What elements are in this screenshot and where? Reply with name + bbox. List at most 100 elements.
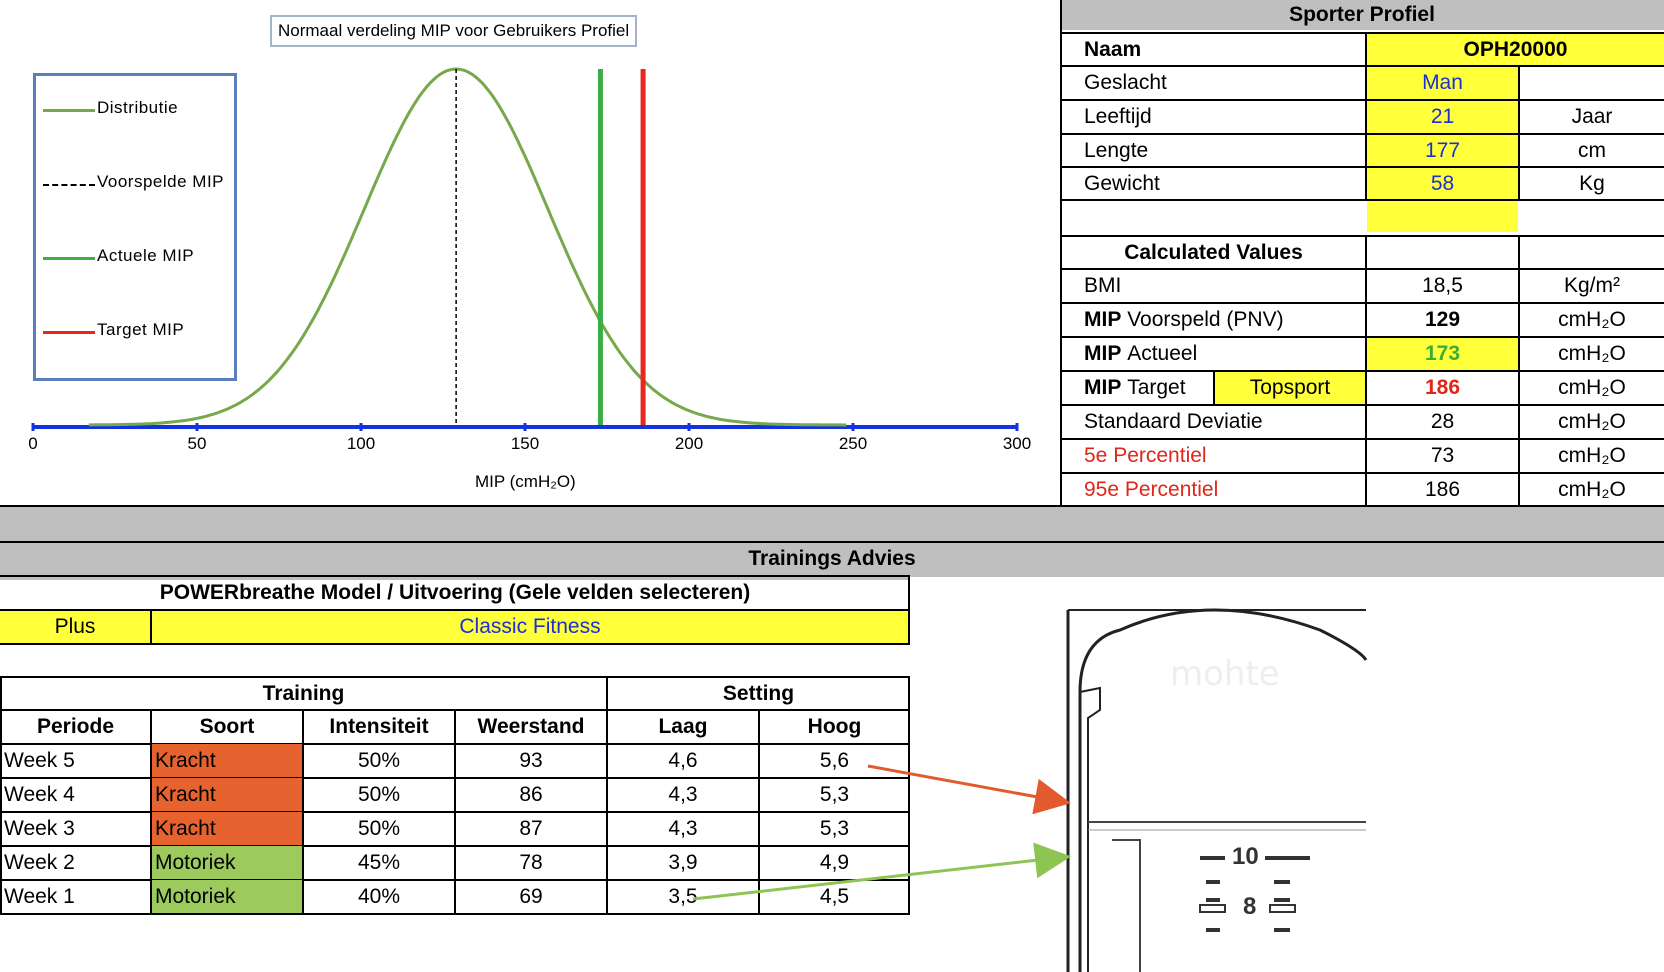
actueel-bg: [1367, 338, 1518, 370]
lengte-value[interactable]: 177: [1424, 138, 1461, 162]
mip-target-label: MIP Target: [1084, 376, 1186, 399]
laag-cell: 3,5: [668, 885, 698, 908]
x-tick-label: 200: [674, 434, 704, 453]
sd-unit: cmH₂O: [1558, 410, 1626, 433]
p95-unit: cmH₂O: [1558, 477, 1626, 501]
geslacht-value[interactable]: Man: [1422, 71, 1463, 94]
model-title: POWERbreathe Model / Uitvoering (Gele ve…: [159, 581, 751, 604]
laag-cell: 4,3: [668, 817, 698, 840]
mip-target-unit: cmH₂O: [1558, 376, 1626, 399]
powerbreathe-device-illustration: mohte: [1066, 608, 1368, 972]
legend-swatch-2: [43, 257, 95, 260]
soort-cell: Kracht: [155, 817, 216, 840]
gewicht-value[interactable]: 58: [1430, 171, 1455, 195]
naam-value[interactable]: OPH20000: [1463, 37, 1568, 61]
legend-swatch-1: [43, 184, 95, 186]
x-axis-label: MIP (cmH₂O): [475, 472, 576, 491]
col-header-hoog: Hoog: [807, 715, 862, 738]
weerstand-cell: 78: [519, 851, 543, 874]
mip-voorspeld-label: MIP Voorspeld (PNV): [1084, 308, 1284, 331]
naam-value-bg: [1367, 33, 1664, 65]
sd-value: 28: [1430, 410, 1455, 433]
soort-cell-bg: [152, 812, 302, 845]
x-tick-label: 250: [838, 434, 868, 453]
weerstand-cell: 86: [519, 783, 543, 806]
legend-swatch-0: [43, 109, 95, 112]
laag-cell: 3,9: [668, 851, 698, 874]
legend-label-3: Target MIP: [97, 320, 185, 339]
hoog-cell: 5,3: [819, 817, 850, 840]
mip-distribution-chart: [31, 67, 1019, 431]
uitvoering-select[interactable]: Classic Fitness: [459, 615, 601, 638]
col-header-laag: Laag: [658, 715, 708, 738]
calc-values-title: Calculated Values: [1124, 240, 1303, 264]
col-header-intensiteit: Intensiteit: [329, 715, 429, 738]
p95-label: 95e Percentiel: [1084, 477, 1219, 501]
model-select[interactable]: Plus: [54, 615, 96, 638]
soort-cell-bg: [152, 778, 302, 811]
mip-actueel-value[interactable]: 173: [1424, 342, 1461, 365]
legend-swatch-3: [43, 331, 95, 334]
hoog-cell: 4,9: [819, 851, 850, 874]
lengte-unit: cm: [1578, 138, 1606, 162]
x-tick-label: 300: [1002, 434, 1032, 453]
hoog-cell: 5,3: [819, 783, 850, 806]
geslacht-label: Geslacht: [1084, 71, 1167, 94]
x-tick-label: 150: [510, 434, 540, 453]
p95-value: 186: [1424, 477, 1461, 501]
intensiteit-cell: 50%: [357, 783, 401, 806]
periode-cell: Week 5: [4, 749, 75, 772]
soort-cell: Motoriek: [155, 851, 236, 874]
advies-title: Trainings Advies: [748, 547, 916, 570]
leeftijd-value[interactable]: 21: [1430, 105, 1455, 128]
intensiteit-cell: 50%: [357, 817, 401, 840]
profile-title: Sporter Profiel: [1289, 3, 1435, 26]
mip-voorspeld-unit: cmH₂O: [1558, 308, 1626, 331]
separator-band: [0, 507, 1664, 580]
laag-cell: 4,3: [668, 783, 698, 806]
weerstand-cell: 87: [519, 817, 543, 840]
p5-label: 5e Percentiel: [1084, 444, 1207, 467]
weerstand-cell: 69: [519, 885, 543, 908]
mip-voorspeld-value: 129: [1424, 308, 1461, 331]
periode-cell: Week 1: [4, 885, 75, 908]
intensiteit-cell: 50%: [357, 749, 401, 772]
chart-legend: [33, 73, 237, 381]
periode-cell: Week 4: [4, 783, 75, 806]
input-values-bg: [1367, 66, 1518, 232]
intensiteit-cell: 40%: [357, 885, 401, 908]
intensiteit-cell: 45%: [357, 851, 401, 874]
gewicht-unit: Kg: [1579, 171, 1605, 195]
soort-cell-bg: [152, 880, 302, 913]
col-header-soort: Soort: [199, 715, 255, 738]
naam-label: Naam: [1084, 37, 1142, 61]
leeftijd-label: Leeftijd: [1084, 105, 1152, 128]
x-tick-label: 100: [346, 434, 376, 453]
col-header-weerstand: Weerstand: [477, 715, 585, 738]
sd-label: Standaard Deviatie: [1084, 410, 1263, 433]
periode-cell: Week 2: [4, 851, 75, 874]
leeftijd-unit: Jaar: [1571, 105, 1613, 128]
profile-header-bg: [1060, 0, 1664, 30]
gewicht-label: Gewicht: [1084, 171, 1160, 195]
legend-label-1: Voorspelde MIP: [97, 172, 225, 191]
legend-label-2: Actuele MIP: [97, 246, 195, 265]
p5-unit: cmH₂O: [1558, 444, 1626, 467]
distribution-curve: [88, 67, 847, 427]
soort-cell-bg: [152, 846, 302, 879]
target-level-select[interactable]: Topsport: [1249, 376, 1331, 399]
soort-cell: Motoriek: [155, 885, 236, 908]
training-header: Training: [262, 681, 345, 705]
periode-cell: Week 3: [4, 817, 75, 840]
chart-title: Normaal verdeling MIP voor Gebruikers Pr…: [270, 15, 638, 47]
hoog-cell: 4,5: [819, 885, 850, 908]
soort-cell: Kracht: [155, 749, 216, 772]
bmi-label: BMI: [1084, 274, 1122, 297]
setting-header: Setting: [722, 681, 795, 705]
svg-text:mohte: mohte: [1170, 654, 1280, 694]
x-tick-label: 50: [187, 434, 207, 453]
target-level-bg: [1215, 372, 1366, 404]
hoog-cell: 5,6: [819, 749, 850, 772]
col-header-periode: Periode: [36, 715, 115, 738]
mip-target-value: 186: [1424, 376, 1461, 399]
